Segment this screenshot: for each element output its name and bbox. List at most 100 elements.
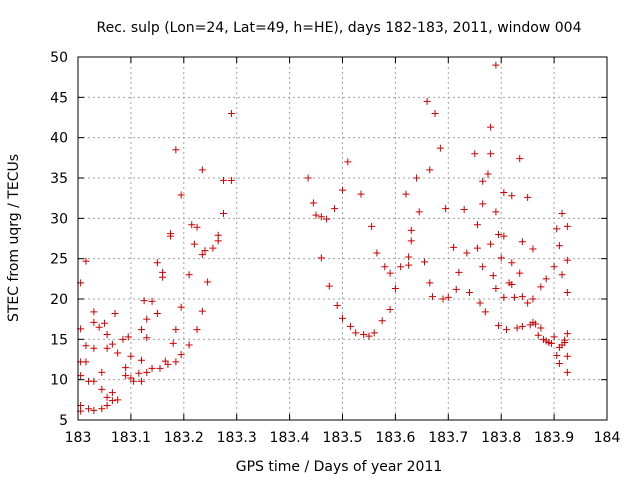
- data-point: [190, 240, 198, 248]
- data-point: [143, 368, 151, 376]
- data-point: [381, 263, 389, 271]
- data-point: [391, 285, 399, 293]
- data-point: [153, 310, 161, 318]
- x-tick-label: 183.9: [534, 430, 574, 446]
- data-point: [172, 326, 180, 334]
- data-point: [140, 297, 148, 305]
- data-point: [188, 221, 196, 229]
- data-point: [465, 289, 473, 297]
- data-point: [124, 333, 132, 341]
- data-point: [492, 285, 500, 293]
- data-point: [555, 242, 563, 250]
- data-point: [169, 339, 177, 347]
- data-point: [500, 232, 508, 240]
- data-point: [555, 360, 563, 368]
- data-point: [111, 310, 119, 318]
- y-tick-label: 35: [50, 171, 68, 187]
- data-point: [500, 293, 508, 301]
- data-point: [563, 222, 571, 230]
- data-point: [339, 186, 346, 194]
- data-point: [137, 356, 145, 364]
- data-point: [143, 315, 151, 323]
- data-point: [563, 256, 571, 264]
- data-point: [143, 334, 151, 342]
- data-points: [77, 61, 571, 415]
- data-point: [563, 289, 571, 297]
- data-point: [167, 232, 175, 240]
- x-tick-label: 183.3: [217, 430, 257, 446]
- data-point: [495, 230, 503, 238]
- data-point: [185, 271, 193, 279]
- data-point: [227, 109, 235, 117]
- data-point: [489, 272, 497, 280]
- data-point: [159, 268, 167, 276]
- data-point: [407, 226, 415, 234]
- y-tick-label: 30: [50, 211, 68, 227]
- data-point: [431, 109, 439, 117]
- data-point: [172, 358, 180, 366]
- data-point: [439, 295, 447, 303]
- data-point: [95, 323, 103, 331]
- data-point: [100, 319, 108, 327]
- data-point: [479, 177, 487, 185]
- data-point: [339, 314, 346, 322]
- data-point: [405, 261, 413, 269]
- data-point: [516, 269, 524, 277]
- data-point: [516, 155, 524, 163]
- data-point: [108, 340, 116, 348]
- data-point: [90, 318, 98, 326]
- data-point: [558, 209, 566, 217]
- data-point: [323, 215, 331, 223]
- data-point: [153, 259, 161, 267]
- data-point: [537, 283, 545, 291]
- data-point: [415, 208, 423, 216]
- data-point: [550, 263, 558, 271]
- grid-layer: [78, 57, 607, 420]
- data-point: [420, 258, 428, 266]
- data-point: [103, 344, 111, 352]
- data-point: [85, 405, 93, 413]
- data-point: [98, 385, 106, 393]
- data-point: [368, 222, 376, 230]
- data-point: [492, 61, 500, 69]
- data-point: [497, 254, 505, 262]
- data-point: [386, 305, 394, 313]
- data-point: [428, 293, 436, 301]
- data-point: [423, 97, 431, 105]
- data-point: [563, 330, 571, 338]
- data-point: [510, 293, 518, 301]
- data-point: [148, 364, 156, 372]
- data-point: [405, 253, 413, 261]
- data-point: [452, 285, 460, 293]
- data-point: [193, 326, 201, 334]
- data-point: [513, 324, 521, 332]
- x-tick-label: 183.2: [164, 430, 204, 446]
- data-point: [508, 192, 516, 200]
- data-point: [487, 240, 495, 248]
- data-point: [553, 225, 561, 233]
- x-tick-label: 183.7: [428, 430, 468, 446]
- data-point: [455, 268, 463, 276]
- data-point: [344, 158, 352, 166]
- data-point: [185, 341, 193, 349]
- data-point: [172, 146, 180, 154]
- data-point: [492, 208, 500, 216]
- data-point: [333, 301, 341, 309]
- data-point: [460, 205, 468, 213]
- data-point: [312, 211, 320, 219]
- data-point: [317, 213, 325, 221]
- data-point: [177, 351, 185, 359]
- data-point: [529, 295, 537, 303]
- data-point: [561, 339, 569, 347]
- data-point: [542, 275, 550, 283]
- data-point: [122, 372, 130, 380]
- data-point: [524, 299, 532, 307]
- data-point: [402, 190, 410, 198]
- data-point: [119, 335, 127, 343]
- data-point: [177, 303, 185, 311]
- data-point: [508, 280, 516, 288]
- data-point: [137, 377, 145, 385]
- data-point: [473, 244, 481, 252]
- data-point: [484, 170, 492, 178]
- data-point: [331, 205, 339, 213]
